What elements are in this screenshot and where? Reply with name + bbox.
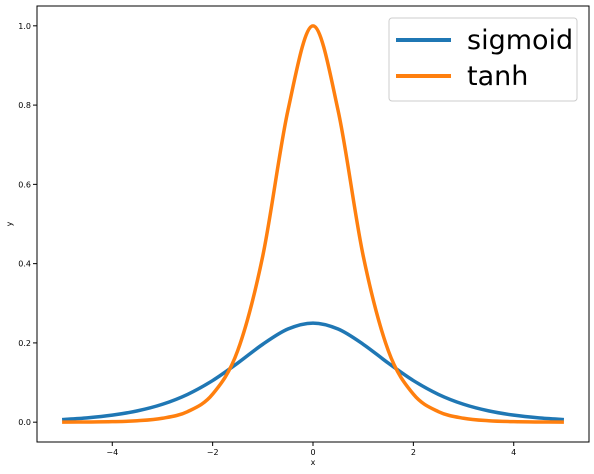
x-tick-label: 2 — [411, 448, 416, 457]
legend-label-sigmoid: sigmoid — [467, 25, 573, 56]
y-tick-label: 1.0 — [18, 22, 31, 31]
y-tick-label: 0.6 — [18, 180, 31, 189]
x-axis-label: x — [311, 458, 316, 467]
y-tick-label: 0.2 — [18, 339, 31, 348]
legend-label-tanh: tanh — [467, 61, 528, 92]
y-tick-label: 0.4 — [18, 260, 31, 269]
x-axis: −4 −2 0 2 4 — [106, 442, 516, 457]
series-line-sigmoid — [61, 321, 565, 422]
y-tick-label: 0.8 — [18, 101, 31, 110]
x-tick-label: −2 — [207, 448, 219, 457]
y-axis: 0.0 0.2 0.4 0.6 0.8 1.0 — [18, 22, 37, 427]
series-lines — [61, 24, 565, 424]
y-axis-label: y — [5, 221, 14, 226]
x-tick-label: −4 — [106, 448, 118, 457]
legend: sigmoid tanh — [388, 17, 578, 102]
x-tick-label: 0 — [310, 448, 315, 457]
series-line-tanh — [62, 24, 564, 424]
x-tick-label: 4 — [511, 448, 516, 457]
y-tick-label: 0.0 — [18, 418, 31, 427]
